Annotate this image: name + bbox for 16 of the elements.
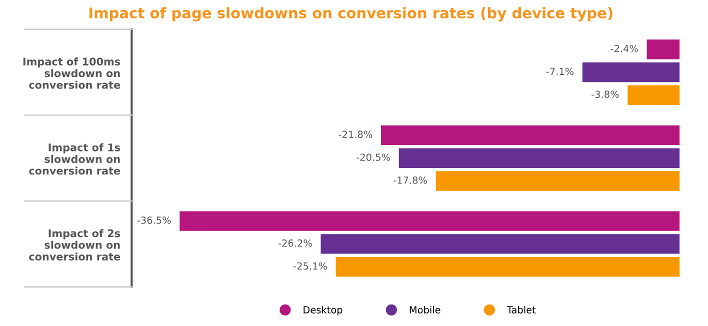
data-label: -36.5% [137, 216, 171, 224]
data-label: -25.1% [294, 262, 327, 270]
data-label: -26.2% [278, 239, 312, 247]
legend-label: Tablet [506, 306, 536, 314]
chart-title: Impact of page slowdowns on conversion rates (by device type) [89, 7, 612, 22]
data-label: -3.8% [592, 90, 619, 98]
y-tick-label: Impact of 100ms slowdown on conversion rate [23, 57, 120, 89]
data-label: -21.8% [338, 130, 372, 138]
legend-label: Desktop [304, 306, 342, 316]
data-label: -2.4% [610, 44, 638, 52]
data-label: -17.8% [394, 176, 427, 184]
y-tick-label: Impact of 1s slowdown on conversion rate [29, 143, 120, 175]
y-tick-label: Impact of 2s slowdown on conversion rate [29, 229, 120, 261]
data-label: -7.1% [546, 68, 574, 76]
data-label: -20.5% [356, 154, 390, 161]
legend-label: Mobile [410, 306, 440, 314]
